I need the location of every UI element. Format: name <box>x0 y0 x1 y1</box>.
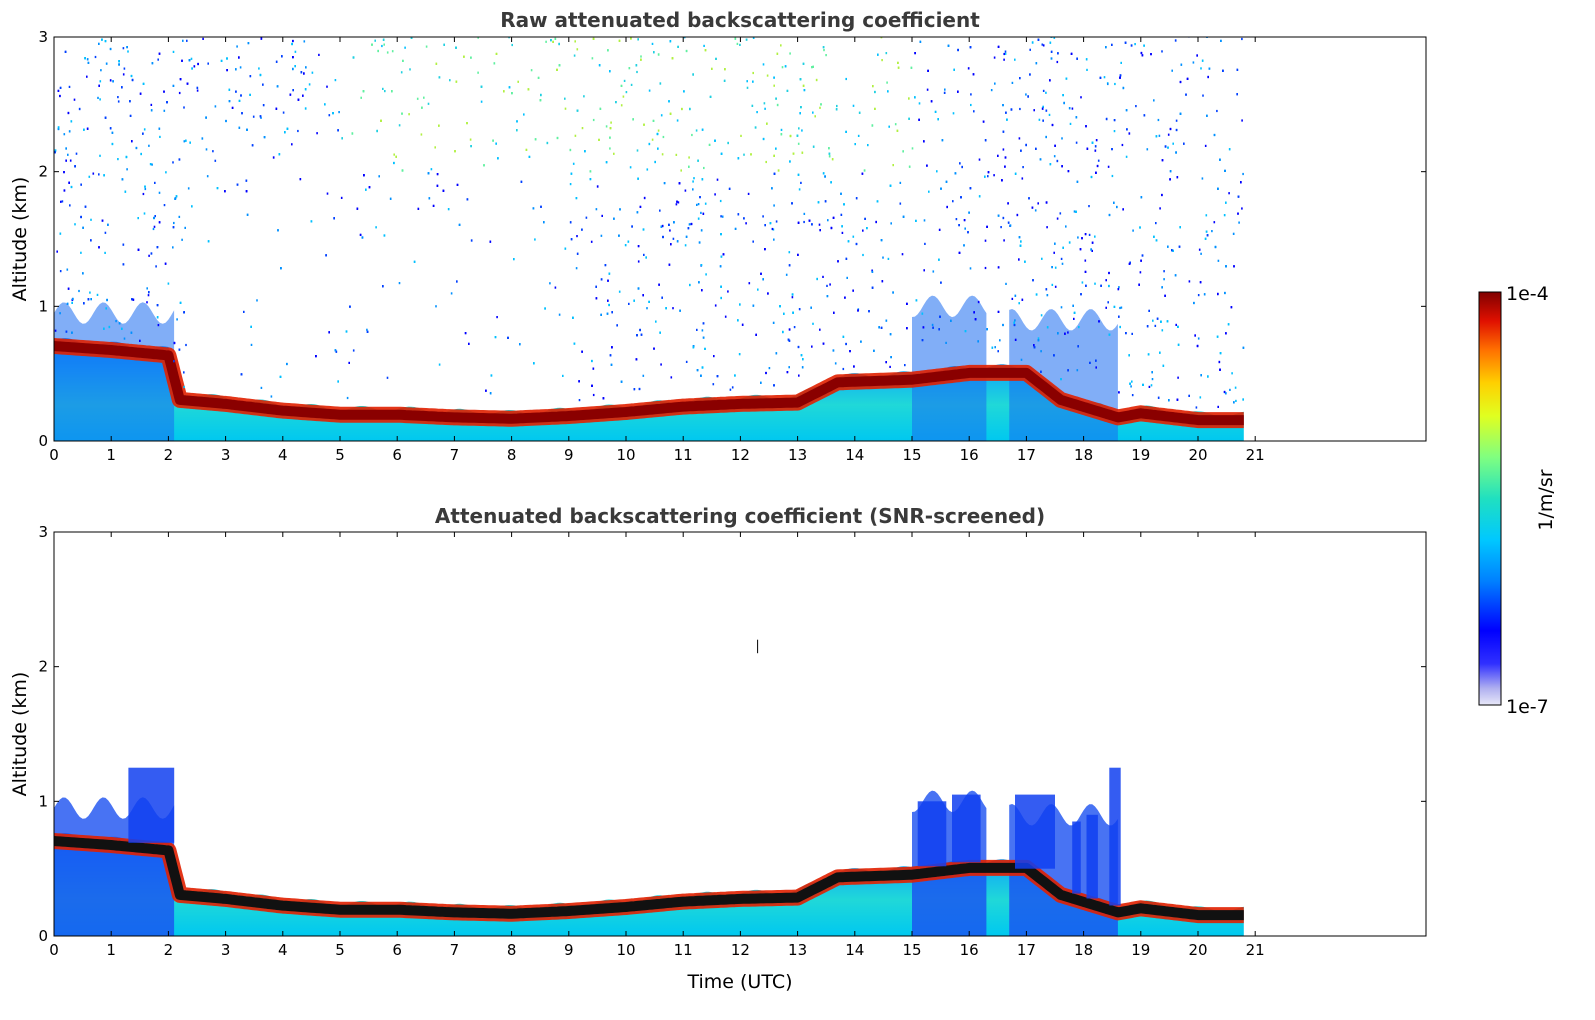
x-tick-label: 13 <box>788 446 807 464</box>
x-tick-label: 20 <box>1188 446 1207 464</box>
x-tick-label: 7 <box>450 941 460 959</box>
y-tick-label: 2 <box>38 163 48 181</box>
colorbar-gradient <box>1478 291 1502 706</box>
y-tick-label: 0 <box>38 432 48 450</box>
x-tick-label: 17 <box>1017 941 1036 959</box>
raw-panel-title: Raw attenuated backscattering coefficien… <box>500 8 980 32</box>
screened-y-axis: 0 1 2 3 <box>38 523 1426 945</box>
colorbar: 1e-4 1e-7 1/m/sr <box>1478 283 1557 718</box>
convective-plumes <box>128 639 1121 906</box>
colorbar-max-label: 1e-4 <box>1506 283 1549 305</box>
x-tick-label: 6 <box>392 446 402 464</box>
x-tick-label: 16 <box>960 446 979 464</box>
screened-panel-title: Attenuated backscattering coefficient (S… <box>435 504 1045 528</box>
x-tick-label: 12 <box>731 941 750 959</box>
x-tick-label: 17 <box>1017 446 1036 464</box>
screened-backscatter-panel: Attenuated backscattering coefficient (S… <box>9 504 1427 993</box>
x-tick-label: 21 <box>1246 941 1265 959</box>
x-tick-label: 9 <box>564 941 574 959</box>
x-tick-label: 0 <box>49 941 59 959</box>
y-tick-label: 0 <box>38 927 48 945</box>
x-tick-label: 12 <box>731 446 750 464</box>
x-tick-label: 1 <box>106 446 116 464</box>
x-tick-label: 13 <box>788 941 807 959</box>
x-tick-label: 21 <box>1246 446 1265 464</box>
x-tick-label: 9 <box>564 446 574 464</box>
x-tick-label: 16 <box>960 941 979 959</box>
x-tick-label: 8 <box>507 941 517 959</box>
screened-plot-area <box>54 639 1249 936</box>
x-tick-label: 10 <box>616 941 635 959</box>
x-tick-label: 5 <box>335 941 345 959</box>
y-tick-label: 3 <box>38 523 48 541</box>
x-tick-label: 15 <box>902 941 921 959</box>
raw-backscatter-panel: Raw attenuated backscattering coefficien… <box>9 8 1427 464</box>
x-tick-label: 3 <box>221 446 231 464</box>
x-tick-label: 15 <box>902 446 921 464</box>
x-tick-label: 19 <box>1131 446 1150 464</box>
x-tick-label: 10 <box>616 446 635 464</box>
residual-layer <box>54 302 175 441</box>
screened-x-axis: 0 1 2 3 4 5 6 7 8 9 10 11 12 13 14 15 16 17 18 19 20 21 <box>49 532 1265 959</box>
x-tick-label: 14 <box>845 446 864 464</box>
colorbar-unit-label: 1/m/sr <box>1535 469 1557 530</box>
x-tick-label: 20 <box>1188 941 1207 959</box>
y-tick-label: 3 <box>38 28 48 46</box>
screened-plot-frame <box>53 531 1427 937</box>
y-tick-label: 1 <box>38 792 48 810</box>
x-tick-label: 18 <box>1074 941 1093 959</box>
layer-top-band <box>54 341 1246 426</box>
x-tick-label: 6 <box>392 941 402 959</box>
x-tick-label: 4 <box>278 446 288 464</box>
x-tick-label: 19 <box>1131 941 1150 959</box>
y-tick-label: 1 <box>38 297 48 315</box>
x-tick-label: 7 <box>450 446 460 464</box>
x-tick-label: 14 <box>845 941 864 959</box>
x-tick-label: 2 <box>164 941 174 959</box>
x-tick-label: 11 <box>674 446 693 464</box>
x-tick-label: 0 <box>49 446 59 464</box>
raw-plot-area <box>54 37 1249 441</box>
x-tick-label: 5 <box>335 446 345 464</box>
x-tick-label: 3 <box>221 941 231 959</box>
x-tick-label: 8 <box>507 446 517 464</box>
x-tick-label: 1 <box>106 941 116 959</box>
x-axis-label: Time (UTC) <box>686 971 792 993</box>
screened-y-axis-label: Altitude (km) <box>9 672 31 797</box>
raw-plot-frame <box>53 36 1427 442</box>
raw-y-axis-label: Altitude (km) <box>9 177 31 302</box>
y-tick-label: 2 <box>38 658 48 676</box>
x-tick-label: 2 <box>164 446 174 464</box>
raw-x-axis: 0 1 2 3 4 5 6 7 8 9 10 11 12 13 14 15 16 17 18 19 20 21 <box>49 37 1265 464</box>
colorbar-min-label: 1e-7 <box>1506 696 1549 718</box>
x-tick-label: 4 <box>278 941 288 959</box>
layer-top-band <box>54 836 1246 921</box>
x-tick-label: 11 <box>674 941 693 959</box>
x-tick-label: 18 <box>1074 446 1093 464</box>
raw-y-axis: 0 1 2 3 <box>38 28 1426 450</box>
noise-speckle <box>54 37 1245 409</box>
